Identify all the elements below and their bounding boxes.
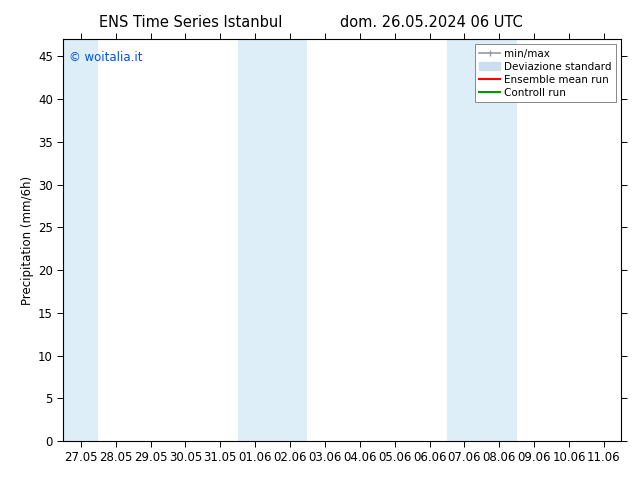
Bar [447, 39, 517, 441]
Legend: min/max, Deviazione standard, Ensemble mean run, Controll run: min/max, Deviazione standard, Ensemble m… [476, 45, 616, 102]
Bar [238, 39, 307, 441]
Text: © woitalia.it: © woitalia.it [69, 51, 143, 64]
Y-axis label: Precipitation (mm/6h): Precipitation (mm/6h) [21, 175, 34, 305]
Bar [63, 39, 98, 441]
Text: ENS Time Series Istanbul: ENS Time Series Istanbul [98, 15, 282, 30]
Text: dom. 26.05.2024 06 UTC: dom. 26.05.2024 06 UTC [340, 15, 522, 30]
